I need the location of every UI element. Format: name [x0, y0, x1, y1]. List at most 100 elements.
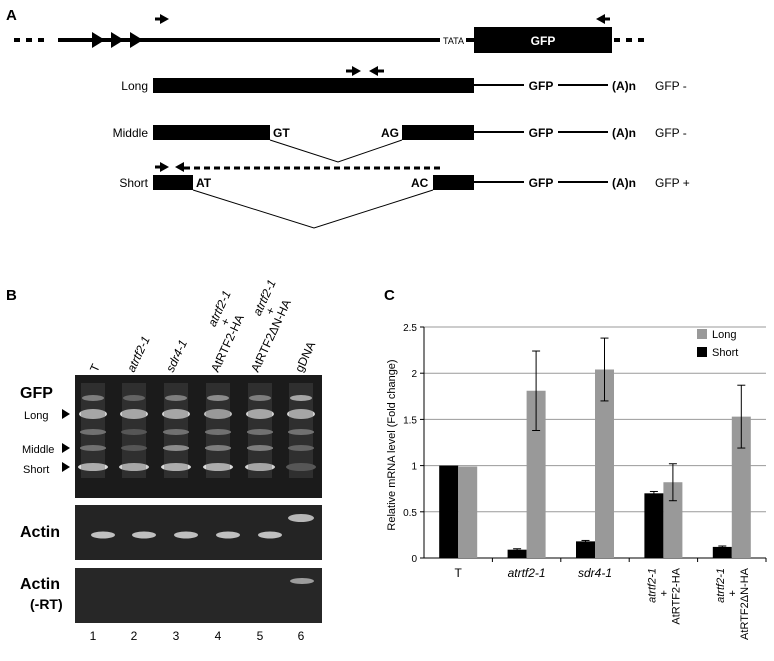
gfp-band [79, 409, 107, 419]
bar-chart: 00.511.522.5T atrtf2-1 sdr4-1 atrtf2-1 + AtRT… [403, 323, 767, 640]
tata-label: TATA [443, 36, 464, 46]
lane-labels: T atrtf2-1 sdr4-1 atrtf2-1 + AtRTF2-HA a… [87, 277, 318, 374]
legend-swatch-short [697, 347, 707, 357]
legend-label-short: Short [712, 347, 738, 359]
gfp-band [120, 409, 148, 419]
gel-actin-rt-image [75, 568, 322, 623]
gfp-band [163, 429, 189, 435]
gfp-band [123, 395, 145, 401]
bar-long [526, 390, 546, 558]
gel-actin-rt-title: Actin [20, 576, 60, 593]
panel-b-label: B [6, 287, 17, 304]
x-category-label-line3: AtRTF2ΔN-HA [739, 567, 751, 640]
x-category-label-line1: atrtf2-1 [646, 568, 658, 603]
short-donor-label: AT [196, 176, 212, 190]
primer-reverse-icon [175, 162, 184, 172]
bar-long [663, 482, 683, 558]
short-exon-2 [433, 175, 474, 190]
gfp-band [247, 445, 273, 451]
panel-a: A TATA GFP Long [6, 7, 690, 229]
y-tick-label: 1.5 [403, 415, 417, 426]
x-category-label: sdr4-1 [578, 566, 612, 580]
x-category-label: T [455, 566, 463, 580]
x-category-label: atrtf2-1 + AtRTF2-HA [646, 567, 682, 624]
gfp-band [290, 395, 312, 401]
gel-actin-rt: Actin (-RT) [20, 568, 322, 623]
y-tick-label: 0 [411, 554, 417, 565]
transcript-middle: Middle GT AG GFP (A)n GFP - [113, 125, 687, 163]
transcript-short: Short AT AC GFP (A)n GFP + [119, 162, 690, 229]
gfp-lane-smear [81, 383, 105, 478]
lane-number-1: 1 [90, 629, 97, 643]
gfp-band [119, 463, 149, 471]
y-tick-label: 0.5 [403, 508, 417, 519]
gfp-box [474, 27, 612, 53]
middle-acceptor-label: AG [381, 126, 399, 140]
gfp-box-label: GFP [531, 34, 556, 48]
transcript-long-label: Long [121, 79, 148, 93]
band-label-middle: Middle [22, 444, 54, 456]
x-category-label-line3: AtRTF2-HA [670, 567, 682, 624]
panel-a-label: A [6, 7, 17, 24]
x-category-label-line2: + [727, 590, 739, 596]
x-category-label: atrtf2-1 [508, 566, 546, 580]
gel-gfp-image [75, 375, 322, 498]
gfp-lane-smear [206, 383, 230, 478]
bar-short [712, 546, 732, 558]
gfp-band [249, 395, 271, 401]
lane-number-6: 6 [298, 629, 305, 643]
lane-number-3: 3 [173, 629, 180, 643]
gfp-band [82, 395, 104, 401]
short-acceptor-label: AC [411, 176, 429, 190]
middle-exon-1 [153, 125, 270, 140]
band-pointer-short-icon [62, 462, 70, 472]
gfp-lane-smear [248, 383, 272, 478]
x-category-label: atrtf2-1 + AtRTF2ΔN-HA [715, 567, 751, 640]
gfp-band [245, 463, 275, 471]
gfp-band [121, 429, 147, 435]
gfp-lane-smear [289, 383, 313, 478]
bar-long [731, 416, 751, 558]
x-category-label-line2: + [658, 590, 670, 596]
bar-long [595, 369, 614, 558]
gfp-band [286, 463, 316, 471]
gfp-band [205, 429, 231, 435]
gfp-band [287, 409, 315, 419]
transcript-middle-label: Middle [113, 126, 149, 140]
gel-gfp-bands [78, 383, 316, 478]
gfp-band [78, 463, 108, 471]
bar-short [576, 541, 595, 558]
middle-gfp-label: GFP [529, 126, 554, 140]
actin-band [258, 531, 282, 539]
gfp-lane-smear [164, 383, 188, 478]
middle-donor-label: GT [273, 126, 290, 140]
gfp-band [204, 409, 232, 419]
primer-reverse-icon [369, 66, 384, 76]
panel-c: C Relative mRNA level (Fold change) 0 0.5… [384, 287, 767, 640]
lane-label-4: atrtf2-1 + AtRTF2-HA [205, 288, 247, 374]
gfp-band [121, 445, 147, 451]
actin-band [174, 531, 198, 539]
gel-gfp: GFP Long Middle Short [20, 375, 322, 498]
long-gfp-label: GFP [529, 79, 554, 93]
gfp-band [80, 445, 106, 451]
y-tick-label: 2 [411, 369, 417, 380]
lane-number-5: 5 [257, 629, 264, 643]
gfp-band [163, 445, 189, 451]
primer-reverse-icon [596, 14, 610, 24]
lane-label-2: atrtf2-1 [124, 334, 153, 374]
gfp-band [288, 445, 314, 451]
x-category-label-line1: atrtf2-1 [715, 568, 727, 603]
y-tick-label: 2.5 [403, 323, 417, 334]
long-exon-block [153, 78, 474, 93]
gfp-band [246, 409, 274, 419]
lane-label-3: sdr4-1 [163, 338, 190, 375]
band-pointer-middle-icon [62, 443, 70, 453]
gfp-band [165, 395, 187, 401]
repeat-arrowhead-1 [92, 32, 105, 48]
chart-ylabel: Relative mRNA level (Fold change) [386, 359, 398, 530]
primer-forward-icon [155, 14, 169, 24]
bar-short [644, 493, 664, 558]
long-polya-label: (A)n [612, 79, 636, 93]
